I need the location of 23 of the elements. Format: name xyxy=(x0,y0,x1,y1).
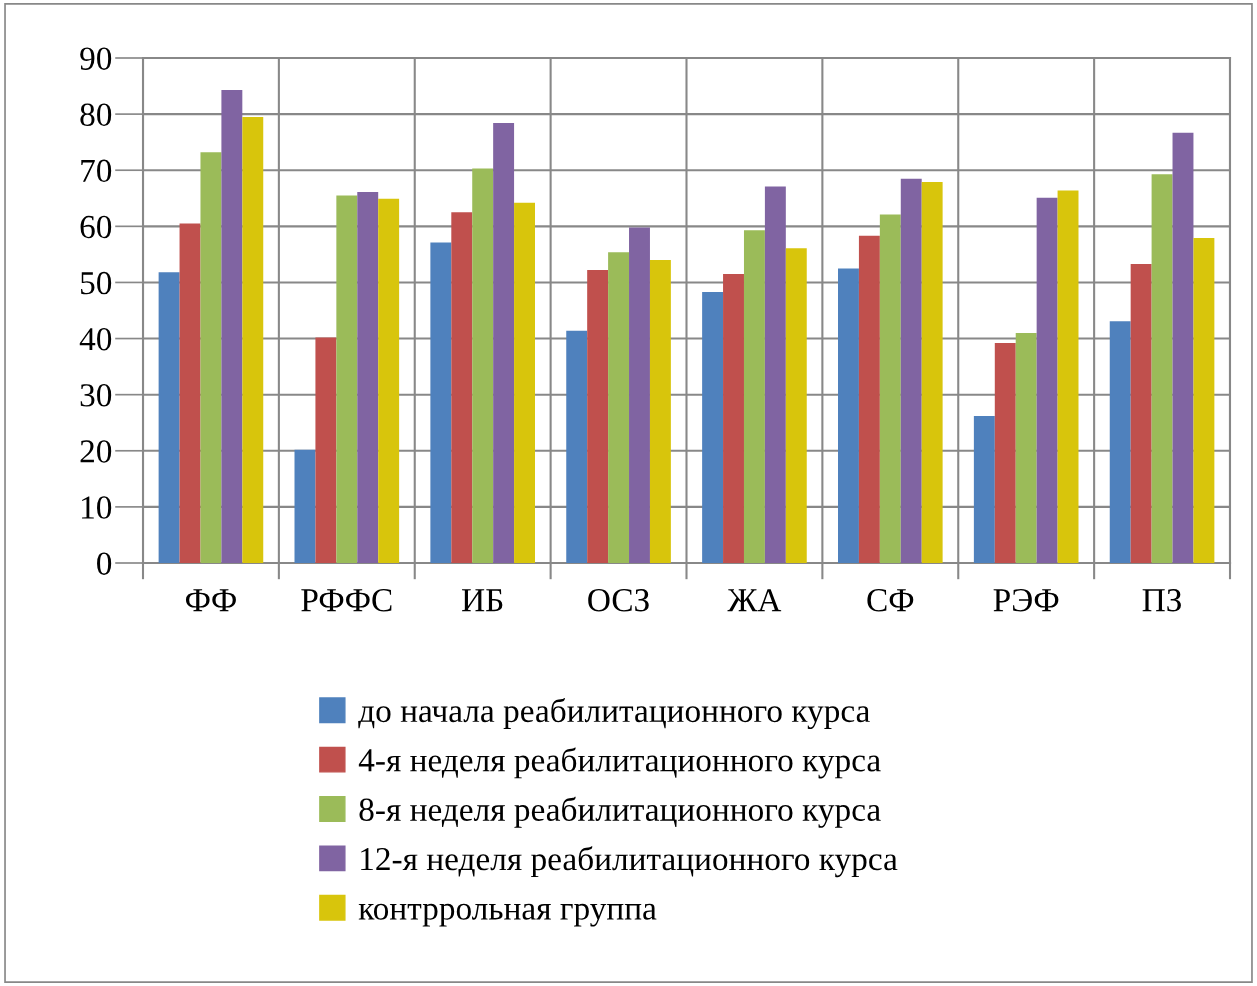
y-tick-label: 30 xyxy=(80,384,112,407)
y-tick-label: 60 xyxy=(80,215,112,239)
y-tick-label: 80 xyxy=(80,103,112,126)
x-tick-label: ПЗ xyxy=(1142,589,1181,612)
x-tick-label: РЭФ xyxy=(993,589,1059,612)
y-tick-label: 40 xyxy=(79,327,112,351)
y-tick-label: 10 xyxy=(82,496,112,519)
x-tick-label: ФФ xyxy=(185,589,236,612)
legend-label: контррольная группа xyxy=(358,903,657,927)
x-tick-label: ОСЗ xyxy=(588,589,649,612)
legend-label: 4-я неделя реабилитационного курса xyxy=(358,747,881,779)
legend-label: 12-я неделя реабилитационного курса xyxy=(361,846,898,878)
x-tick-label: ЖА xyxy=(727,589,782,612)
y-tick-label: 20 xyxy=(80,440,112,463)
y-tick-label: 90 xyxy=(80,47,112,70)
y-tick-label: 50 xyxy=(81,271,112,295)
x-tick-label: ИБ xyxy=(462,589,503,612)
legend-label: 8-я неделя реабилитационного курса xyxy=(359,796,881,828)
x-tick-label: РФФС xyxy=(301,589,392,612)
y-tick-label: 70 xyxy=(81,159,112,183)
x-tick-label: СФ xyxy=(867,589,914,612)
legend-label: до начала реабилитационного курса xyxy=(358,698,870,730)
y-tick-label: 0 xyxy=(97,552,112,575)
